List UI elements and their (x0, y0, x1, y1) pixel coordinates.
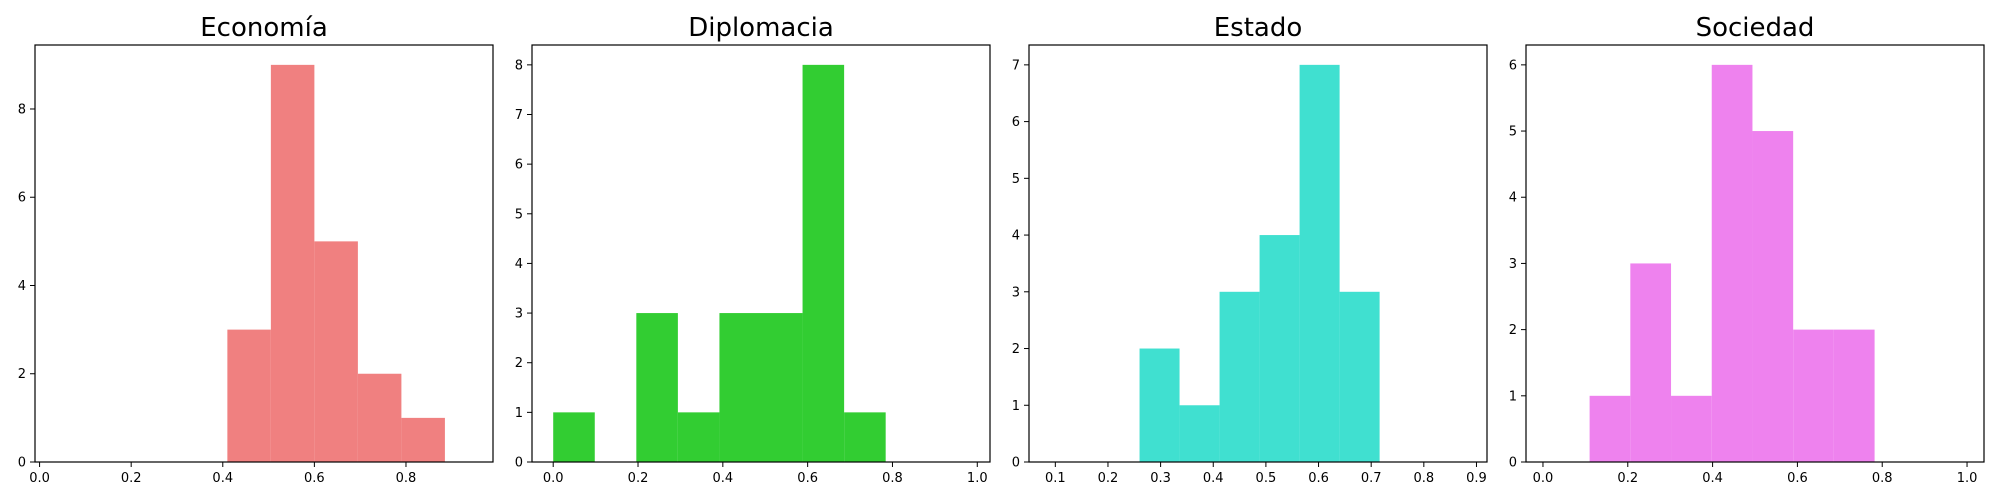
histogram-bar (270, 64, 315, 462)
y-tick-label: 8 (18, 102, 26, 117)
histogram-bar (1259, 235, 1300, 462)
x-tick-label: 0.8 (1872, 471, 1893, 486)
y-tick-label: 4 (1509, 191, 1517, 206)
histogram-bar (1752, 131, 1794, 463)
y-tick-label: 2 (1012, 342, 1020, 357)
y-tick-label: 0 (515, 456, 523, 471)
y-tick-label: 5 (1509, 125, 1517, 140)
axes-frame (34, 44, 494, 463)
histogram-bar (1589, 395, 1631, 462)
subplot-title: Diplomacia (688, 13, 834, 43)
subplot-2: Diplomacia 0.0 0.2 0.4 0.6 0.8 1.0 0 1 2 3 4 5 6 7 8 (515, 13, 991, 486)
x-tick-label: 0.4 (1702, 471, 1723, 486)
x-tick-label: 0.8 (882, 471, 903, 486)
histogram-bar (761, 313, 803, 462)
y-tick-label: 0 (1509, 456, 1517, 471)
histogram-bar (357, 373, 402, 462)
y-tick-label: 0 (18, 456, 26, 471)
x-tick-label: 0.2 (1617, 471, 1638, 486)
histogram-bar (677, 412, 720, 462)
x-tick-label: 0.0 (543, 471, 564, 486)
y-tick-label: 2 (18, 367, 26, 382)
y-tick-label: 3 (1012, 285, 1020, 300)
y-tick-label: 7 (515, 108, 523, 123)
x-tick-label: 0.9 (1466, 471, 1487, 486)
x-tick-label: 0.2 (1098, 471, 1119, 486)
histogram-bar (1833, 329, 1875, 462)
x-tick-label: 0.5 (1256, 471, 1277, 486)
histogram-bar (636, 313, 678, 462)
x-tick-label: 0.0 (29, 471, 50, 486)
histogram-bar (1671, 395, 1712, 462)
subplot-4: Sociedad 0.0 0.2 0.4 0.6 0.8 1.0 0 1 2 3 4 5 6 (1509, 13, 1985, 486)
x-tick-label: 0.0 (1533, 471, 1554, 486)
histogram-bar (802, 64, 845, 462)
histogram-bar (314, 241, 358, 462)
y-tick-label: 2 (1509, 323, 1517, 338)
y-tick-label: 3 (515, 307, 523, 322)
axes-frame (1028, 44, 1488, 463)
x-tick-label: 0.6 (1787, 471, 1808, 486)
histogram-bar (227, 329, 271, 462)
x-tick-label: 0.4 (1203, 471, 1224, 486)
y-tick-label: 5 (515, 207, 523, 222)
x-tick-label: 0.6 (304, 471, 325, 486)
y-tick-label: 3 (1509, 257, 1517, 272)
y-tick-label: 7 (1012, 58, 1020, 73)
histogram-bar (844, 412, 886, 462)
subplot-3: Estado 0.1 0.2 0.3 0.4 0.5 0.6 0.7 0.8 0.9 0 1 2 3 4 5 6… (1012, 13, 1488, 486)
x-tick-label: 0.6 (1308, 471, 1329, 486)
histogram-bar (1339, 291, 1380, 462)
histogram-bar (1299, 64, 1340, 462)
x-tick-label: 0.2 (121, 471, 142, 486)
subplot-title: Economía (200, 13, 328, 43)
y-tick-label: 8 (515, 58, 523, 73)
x-tick-label: 0.4 (712, 471, 733, 486)
histogram-bar (1139, 348, 1180, 462)
y-tick-label: 6 (1509, 58, 1517, 73)
subplot-1: Economía 0.0 0.2 0.4 0.6 0.8 0 2 4 6 8 (18, 13, 494, 486)
x-tick-label: 0.1 (1045, 471, 1066, 486)
histogram-bar (401, 417, 445, 462)
histogram-bar (1179, 405, 1220, 462)
x-tick-label: 0.2 (628, 471, 649, 486)
y-tick-label: 2 (515, 356, 523, 371)
histogram-bar (553, 412, 595, 462)
y-tick-label: 6 (515, 158, 523, 173)
axes-frame (1525, 44, 1985, 463)
y-tick-label: 5 (1012, 172, 1020, 187)
histogram-bar (1793, 329, 1834, 462)
x-tick-label: 1.0 (967, 471, 988, 486)
y-tick-label: 4 (18, 279, 26, 294)
x-tick-label: 0.8 (396, 471, 417, 486)
y-tick-label: 6 (18, 191, 26, 206)
histogram-bar (1630, 263, 1672, 462)
y-tick-label: 4 (515, 257, 523, 272)
y-tick-label: 0 (1012, 456, 1020, 471)
subplot-title: Estado (1214, 13, 1303, 43)
axes-frame (531, 44, 991, 463)
y-tick-label: 1 (1509, 389, 1517, 404)
x-tick-label: 0.3 (1150, 471, 1171, 486)
x-tick-label: 1.0 (1957, 471, 1978, 486)
y-tick-label: 1 (1012, 399, 1020, 414)
histogram-bar (1711, 64, 1753, 462)
x-tick-label: 0.6 (797, 471, 818, 486)
y-tick-label: 4 (1012, 229, 1020, 244)
x-tick-label: 0.4 (212, 471, 233, 486)
x-tick-label: 0.8 (1413, 471, 1434, 486)
subplot-title: Sociedad (1696, 13, 1815, 43)
y-tick-label: 1 (515, 406, 523, 421)
x-tick-label: 0.7 (1361, 471, 1382, 486)
y-tick-label: 6 (1012, 115, 1020, 130)
histogram-bar (719, 313, 761, 462)
histogram-bar (1219, 291, 1260, 462)
